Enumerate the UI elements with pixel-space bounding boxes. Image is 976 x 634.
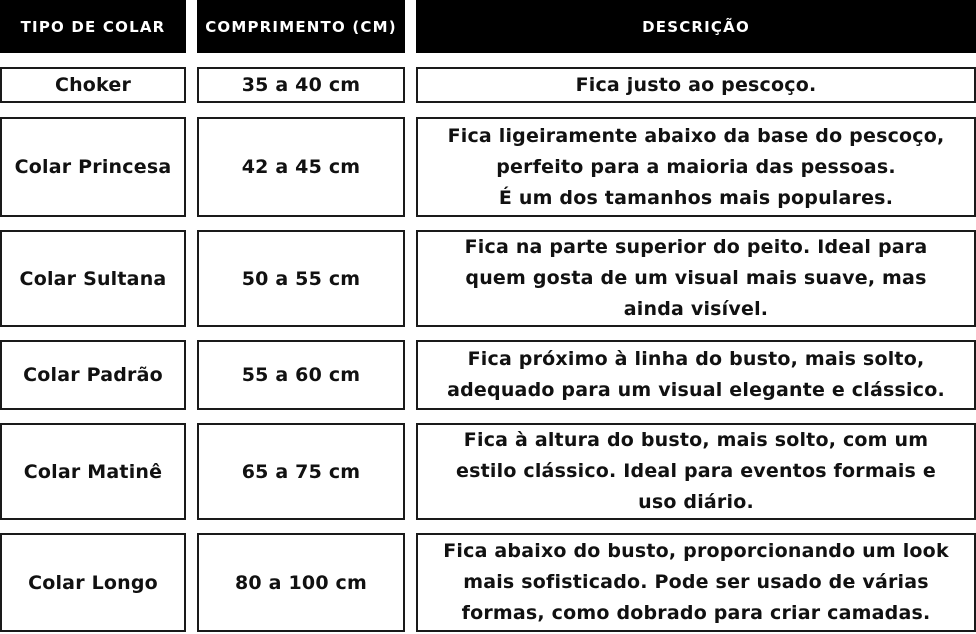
descricao-line: estilo clássico. Ideal para eventos form… bbox=[456, 460, 936, 482]
cell-descricao: Fica ligeiramente abaixo da base do pesc… bbox=[416, 117, 976, 217]
table-row-colar-longo: Colar Longo 80 a 100 cm Fica abaixo do b… bbox=[0, 533, 976, 632]
cell-tipo: Choker bbox=[0, 67, 186, 103]
table-row-colar-padrao: Colar Padrão 55 a 60 cm Fica próximo à l… bbox=[0, 340, 976, 410]
descricao-line: quem gosta de um visual mais suave, mas bbox=[465, 267, 927, 289]
cell-descricao: Fica abaixo do busto, proporcionando um … bbox=[416, 533, 976, 632]
cell-comprimento: 50 a 55 cm bbox=[197, 230, 405, 327]
cell-tipo: Colar Longo bbox=[0, 533, 186, 632]
cell-tipo: Colar Matinê bbox=[0, 423, 186, 520]
cell-tipo: Colar Princesa bbox=[0, 117, 186, 217]
cell-descricao: Fica na parte superior do peito. Ideal p… bbox=[416, 230, 976, 327]
cell-comprimento: 42 a 45 cm bbox=[197, 117, 405, 217]
descricao-line: adequado para um visual elegante e cláss… bbox=[447, 379, 945, 401]
cell-descricao: Fica justo ao pescoço. bbox=[416, 67, 976, 103]
descricao-line: Fica na parte superior do peito. Ideal p… bbox=[464, 236, 928, 258]
descricao-line: Fica próximo à linha do busto, mais solt… bbox=[467, 348, 925, 370]
column-header-comprimento: COMPRIMENTO (CM) bbox=[197, 0, 405, 53]
descricao-line: Fica ligeiramente abaixo da base do pesc… bbox=[447, 124, 945, 147]
descricao-line: formas, como dobrado para criar camadas. bbox=[461, 602, 931, 624]
cell-descricao: Fica próximo à linha do busto, mais solt… bbox=[416, 340, 976, 410]
descricao-line: Fica justo ao pescoço. bbox=[575, 73, 817, 96]
descricao-line: perfeito para a maioria das pessoas. bbox=[496, 155, 896, 178]
table-header-row: TIPO DE COLAR COMPRIMENTO (CM) DESCRIÇÃO bbox=[0, 0, 976, 53]
descricao-line: Fica à altura do busto, mais solto, com … bbox=[463, 429, 929, 451]
descricao-line: mais sofisticado. Pode ser usado de vári… bbox=[463, 571, 929, 593]
descricao-line: ainda visível. bbox=[623, 298, 769, 320]
cell-comprimento: 80 a 100 cm bbox=[197, 533, 405, 632]
descricao-line: uso diário. bbox=[638, 491, 754, 513]
column-header-descricao: DESCRIÇÃO bbox=[416, 0, 976, 53]
cell-descricao: Fica à altura do busto, mais solto, com … bbox=[416, 423, 976, 520]
cell-tipo: Colar Sultana bbox=[0, 230, 186, 327]
column-header-tipo-de-colar: TIPO DE COLAR bbox=[0, 0, 186, 53]
table-row-colar-princesa: Colar Princesa 42 a 45 cm Fica ligeirame… bbox=[0, 117, 976, 217]
cell-comprimento: 35 a 40 cm bbox=[197, 67, 405, 103]
descricao-line: Fica abaixo do busto, proporcionando um … bbox=[443, 540, 949, 562]
descricao-line: É um dos tamanhos mais populares. bbox=[498, 186, 894, 209]
table-row-colar-matine: Colar Matinê 65 a 75 cm Fica à altura do… bbox=[0, 423, 976, 520]
cell-comprimento: 55 a 60 cm bbox=[197, 340, 405, 410]
table-row-choker: Choker 35 a 40 cm Fica justo ao pescoço. bbox=[0, 67, 976, 103]
table-row-colar-sultana: Colar Sultana 50 a 55 cm Fica na parte s… bbox=[0, 230, 976, 327]
cell-comprimento: 65 a 75 cm bbox=[197, 423, 405, 520]
cell-tipo: Colar Padrão bbox=[0, 340, 186, 410]
